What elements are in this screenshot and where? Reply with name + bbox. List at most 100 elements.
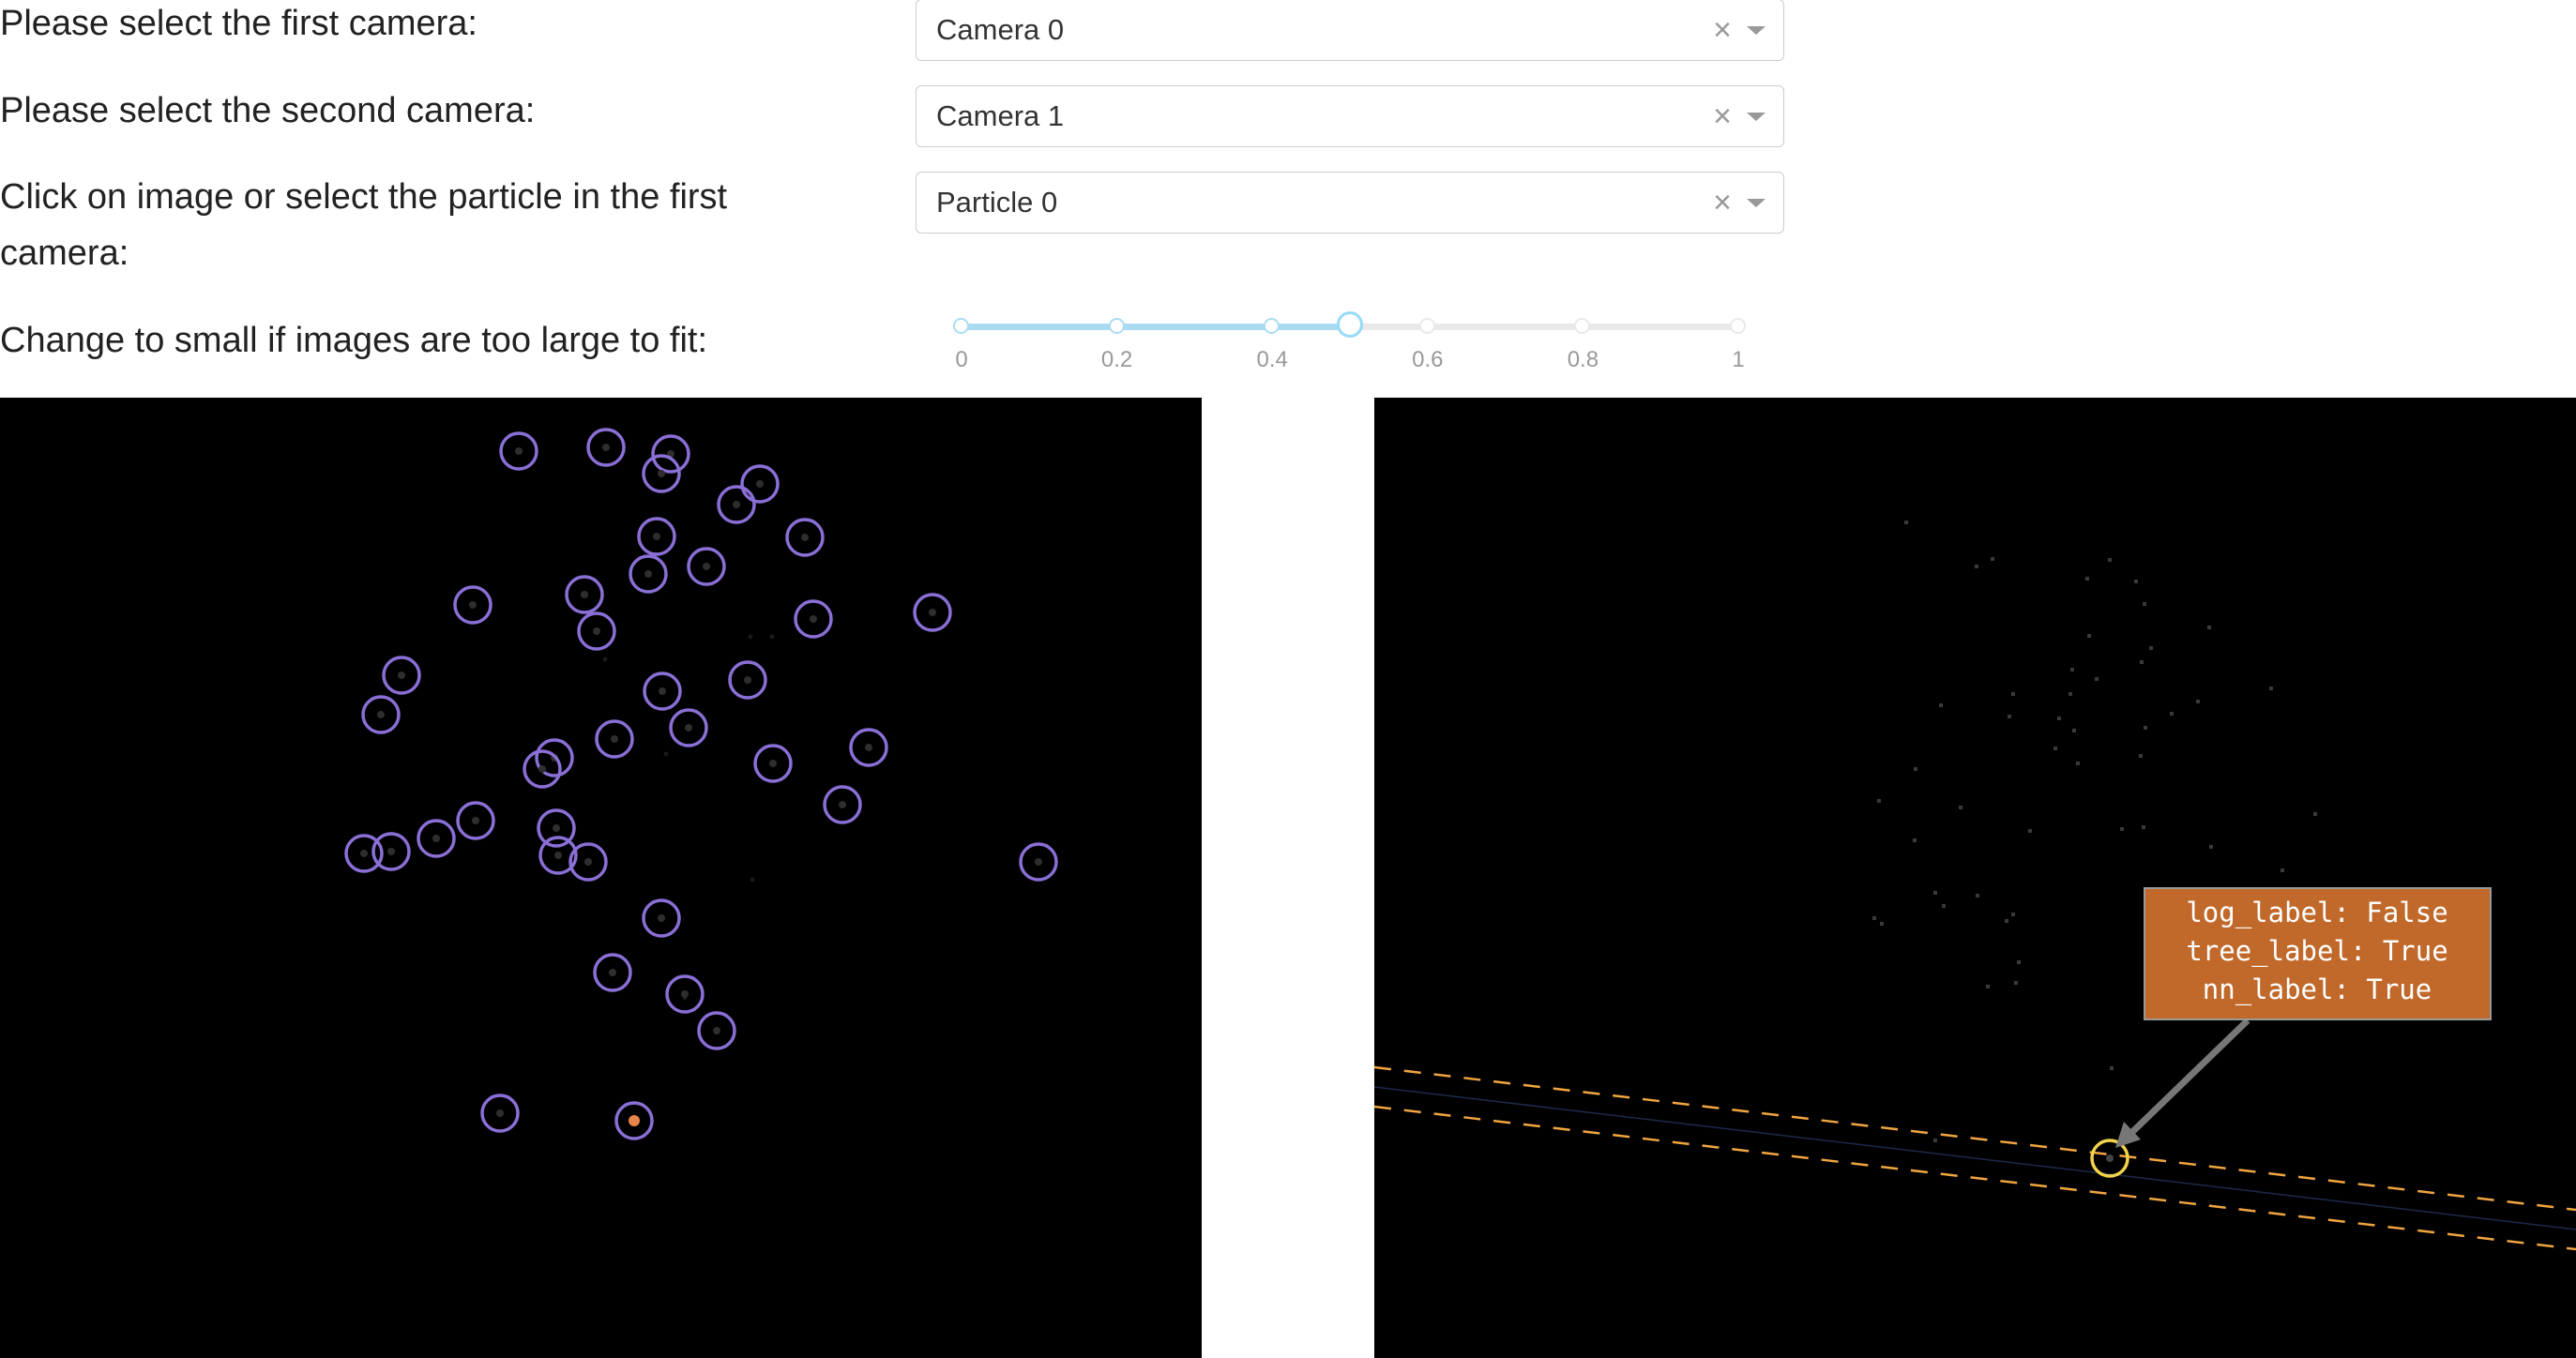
- particle-marker[interactable]: [629, 554, 668, 594]
- particle-dot: [681, 990, 689, 998]
- particle-marker[interactable]: [643, 671, 682, 711]
- second-camera-dropdown[interactable]: Camera 1 ×: [916, 85, 1784, 147]
- particle-dot: [609, 969, 616, 976]
- particle-speck: [2014, 981, 2018, 985]
- particle-speck: [2017, 960, 2021, 964]
- size-slider[interactable]: 0 0.2 0.4 0.6 0.8 1: [942, 303, 1758, 378]
- particle-marker[interactable]: [371, 832, 411, 871]
- particle-speck: [2142, 825, 2145, 829]
- clear-icon[interactable]: ×: [1713, 12, 1732, 48]
- particle-marker[interactable]: [453, 585, 492, 625]
- particle-marker[interactable]: [593, 953, 632, 992]
- particle-marker[interactable]: [728, 660, 767, 700]
- particle-marker[interactable]: [499, 431, 538, 471]
- particle-marker[interactable]: [537, 808, 576, 848]
- particle-dot: [515, 447, 523, 455]
- particle-marker[interactable]: [740, 464, 780, 504]
- particle-marker[interactable]: [717, 485, 756, 524]
- particle-marker[interactable]: [665, 974, 705, 1014]
- first-camera-dropdown[interactable]: Camera 0 ×: [916, 0, 1784, 61]
- particle-marker[interactable]: [535, 738, 574, 777]
- tooltip-text: log_label: False: [2186, 897, 2447, 929]
- chevron-down-icon[interactable]: [1747, 113, 1765, 121]
- particle-dot: [865, 744, 872, 751]
- chevron-down-icon[interactable]: [1747, 26, 1765, 35]
- particle-speck: [2076, 762, 2080, 765]
- second-camera-value: Camera 1: [936, 99, 1065, 132]
- particle-marker[interactable]: [586, 428, 626, 467]
- particle-speck: [1986, 985, 1990, 988]
- particle-marker[interactable]: [697, 1011, 736, 1050]
- particle-marker[interactable]: [382, 656, 421, 695]
- particle-speck: [2085, 577, 2089, 581]
- particle-dot: [496, 1109, 504, 1117]
- particle-marker[interactable]: [538, 836, 578, 875]
- particle-marker[interactable]: [642, 454, 681, 493]
- particle-marker[interactable]: [687, 547, 726, 586]
- particle-speck: [2095, 677, 2099, 681]
- slider-dot[interactable]: [1574, 318, 1591, 334]
- particle-marker[interactable]: [753, 744, 793, 783]
- particle-marker[interactable]: [785, 518, 825, 557]
- particle-marker[interactable]: [794, 599, 833, 639]
- particle-speck: [2011, 913, 2015, 916]
- chevron-down-icon[interactable]: [1747, 199, 1765, 207]
- particle-marker[interactable]: [849, 728, 888, 767]
- particle-dot: [733, 501, 740, 508]
- particle-speck: [2120, 827, 2124, 831]
- particle-speck: [2134, 580, 2138, 583]
- particle-speck: [2057, 717, 2061, 720]
- particle-marker[interactable]: [568, 842, 608, 882]
- second-camera-image[interactable]: log_label: False tree_label: True nn_label…: [1373, 398, 2576, 1358]
- slider-dot[interactable]: [1418, 318, 1435, 334]
- particle-marker[interactable]: [651, 434, 690, 474]
- particle-speck: [2011, 692, 2015, 696]
- slider-dot[interactable]: [1108, 318, 1125, 334]
- particle-marker[interactable]: [913, 593, 952, 632]
- particle-marker[interactable]: [344, 834, 384, 873]
- particle-speck: [2144, 726, 2147, 730]
- particle-marker[interactable]: [1019, 842, 1058, 882]
- second-camera-canvas[interactable]: log_label: False tree_label: True nn_label…: [1373, 398, 2576, 1358]
- particle-dot: [658, 914, 665, 922]
- particle-dot: [554, 852, 562, 859]
- particle-speck: [1880, 922, 1884, 926]
- slider-handle[interactable]: [1337, 311, 1363, 338]
- particle-marker[interactable]: [669, 708, 708, 747]
- matched-particle-marker[interactable]: [2090, 1139, 2129, 1178]
- first-camera-canvas[interactable]: [0, 398, 1202, 1358]
- size-slider-label: Change to small if images are too large …: [0, 321, 708, 360]
- particle-speck: [1976, 894, 1979, 898]
- particle-marker[interactable]: [565, 575, 604, 614]
- particle-marker[interactable]: [361, 695, 401, 734]
- particle-marker[interactable]: [637, 517, 676, 556]
- slider-dot[interactable]: [953, 318, 969, 334]
- particle-dot: [703, 563, 710, 570]
- particle-marker[interactable]: [577, 611, 616, 651]
- slider-mark-label: 1: [1732, 347, 1745, 372]
- first-camera-image[interactable]: [0, 398, 1202, 1358]
- slider-dot[interactable]: [1264, 318, 1280, 334]
- particle-speck: [1991, 557, 1994, 561]
- particle-marker[interactable]: [480, 1094, 520, 1133]
- selected-particle-marker[interactable]: [614, 1101, 654, 1140]
- particle-dot: [685, 724, 692, 732]
- particle-marker[interactable]: [523, 749, 562, 789]
- particle-marker[interactable]: [456, 801, 495, 840]
- particle-marker[interactable]: [642, 898, 681, 938]
- clear-icon[interactable]: ×: [1713, 98, 1732, 134]
- particle-speck: [2110, 1066, 2114, 1070]
- first-camera-label: Please select the first camera:: [0, 4, 477, 43]
- particle-speck: [2207, 626, 2211, 629]
- tooltip-arrow-line: [2129, 1018, 2250, 1136]
- particle-marker[interactable]: [823, 785, 862, 824]
- clear-icon[interactable]: ×: [1713, 185, 1732, 220]
- particle-marker[interactable]: [595, 719, 634, 759]
- particle-marker[interactable]: [417, 819, 456, 858]
- second-camera-label: Please select the second camera:: [0, 91, 536, 130]
- particle-speck: [2149, 646, 2153, 650]
- particle-dropdown[interactable]: Particle 0 ×: [916, 172, 1784, 234]
- particle-dot: [1035, 858, 1042, 866]
- slider-dot[interactable]: [1730, 318, 1746, 334]
- particle-speck: [2053, 747, 2057, 750]
